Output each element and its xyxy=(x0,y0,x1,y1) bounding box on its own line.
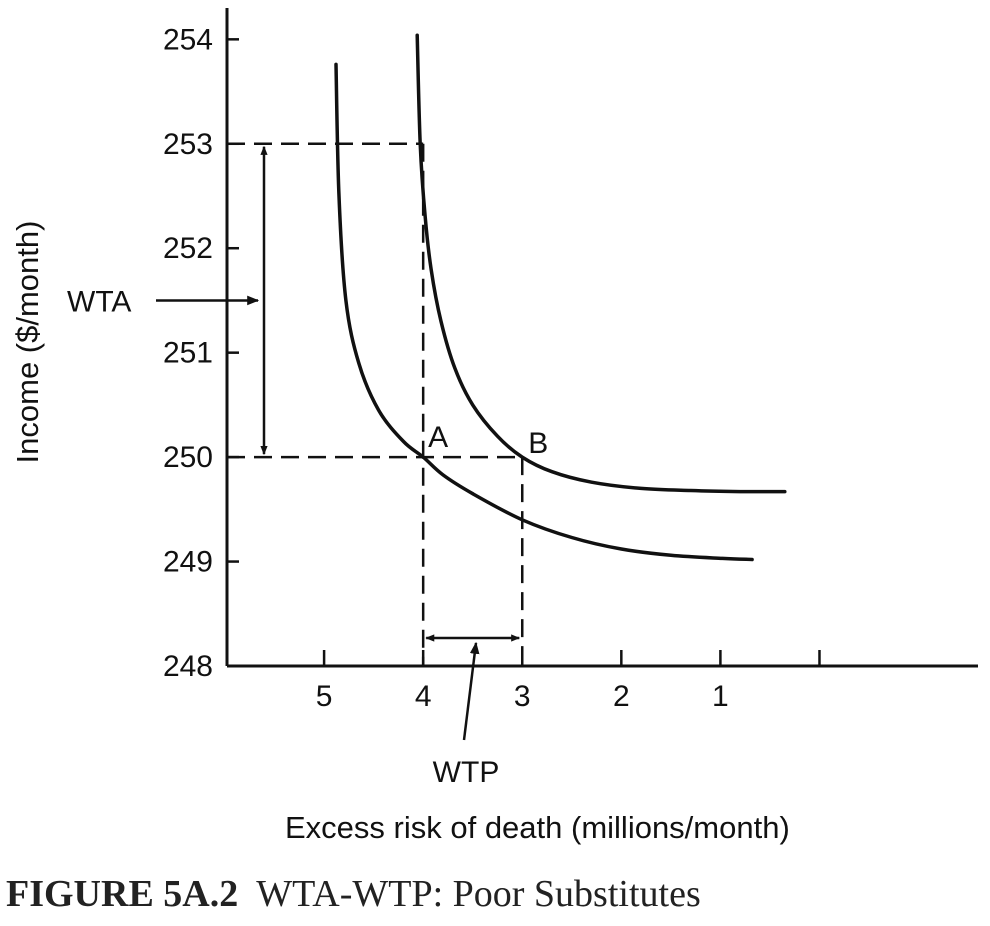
wtp-pointer xyxy=(462,641,480,741)
indifference-curves xyxy=(334,33,787,562)
figure-label: FIGURE 5A.2 xyxy=(6,873,239,915)
figure-caption: FIGURE 5A.2 WTA-WTP: Poor Substitutes xyxy=(6,872,701,916)
y-tick-label: 250 xyxy=(163,441,213,474)
wtp-label: WTP xyxy=(433,756,500,789)
figure-title: WTA-WTP: Poor Substitutes xyxy=(256,873,701,915)
guide-lines xyxy=(227,142,524,666)
point-a-label: A xyxy=(428,421,448,454)
x-axis-title: Excess risk of death (millions/month) xyxy=(285,810,790,845)
x-tick-label: 4 xyxy=(415,680,432,713)
y-tick-label: 248 xyxy=(163,650,213,683)
indifference-curve-1 xyxy=(334,62,754,562)
y-ticks: 248 249 250 251 252 253 254 xyxy=(163,23,239,683)
x-tick-label: 3 xyxy=(514,680,531,713)
y-tick-label: 249 xyxy=(163,546,213,579)
y-tick-label: 252 xyxy=(163,232,213,265)
wta-label: WTA xyxy=(67,285,131,318)
x-tick-label: 5 xyxy=(316,680,333,713)
y-tick-label: 251 xyxy=(163,337,213,370)
x-tick-label: 2 xyxy=(613,680,630,713)
indifference-curve-2 xyxy=(415,33,787,494)
y-tick-label: 254 xyxy=(163,23,213,56)
chart: 248 249 250 251 252 253 254 5 4 3 2 1 Income ($/mo… xyxy=(10,8,978,845)
y-tick-label: 253 xyxy=(163,128,213,161)
annotations: A B WTA WTP xyxy=(67,145,548,789)
y-axis-title: Income ($/month) xyxy=(10,221,45,464)
x-ticks: 5 4 3 2 1 xyxy=(316,650,821,713)
point-b-label: B xyxy=(528,427,548,460)
x-tick-label: 1 xyxy=(712,680,729,713)
